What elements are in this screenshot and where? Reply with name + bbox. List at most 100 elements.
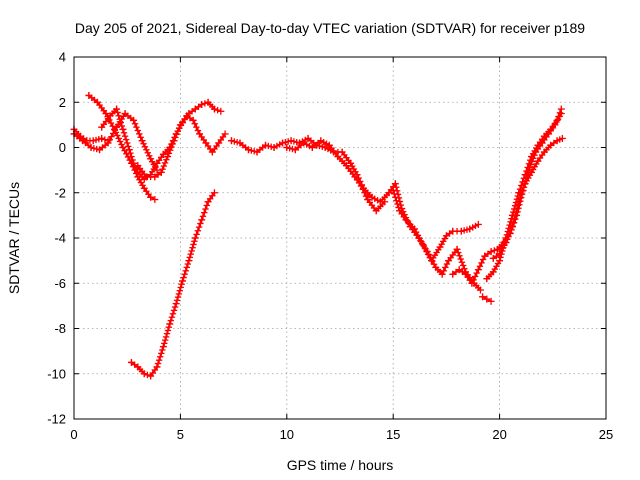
data-point — [432, 263, 440, 271]
data-point — [153, 159, 161, 167]
data-point — [364, 196, 372, 204]
series-track-5 — [134, 112, 229, 181]
data-point — [142, 173, 150, 181]
data-point — [121, 110, 129, 118]
data-point — [508, 223, 516, 231]
data-point — [183, 112, 191, 120]
data-point — [553, 116, 561, 124]
data-point — [534, 141, 542, 149]
y-tick-label: -10 — [47, 366, 66, 381]
data-point — [202, 139, 210, 147]
y-tick-label: -12 — [47, 412, 66, 427]
data-point — [502, 239, 510, 247]
data-point — [106, 112, 114, 120]
data-point — [487, 297, 495, 305]
data-point — [449, 227, 457, 235]
data-point — [381, 198, 389, 206]
data-point — [159, 150, 167, 158]
data-point — [558, 134, 566, 142]
data-point — [227, 137, 235, 145]
y-tick-label: 2 — [59, 95, 66, 110]
data-point — [119, 125, 127, 133]
data-point — [147, 193, 155, 201]
data-point — [449, 270, 457, 278]
data-point — [438, 270, 446, 278]
data-point — [474, 220, 482, 228]
x-tick-label: 15 — [386, 427, 400, 442]
data-point — [308, 144, 316, 151]
series-trace — [137, 115, 226, 178]
data-point — [170, 137, 178, 145]
data-point — [89, 137, 97, 145]
x-tick-label: 10 — [280, 427, 294, 442]
data-point — [102, 110, 110, 118]
data-point — [396, 207, 404, 215]
data-point — [196, 130, 204, 138]
data-point — [204, 98, 212, 106]
data-point — [287, 137, 295, 145]
data-point — [157, 168, 165, 176]
data-point — [442, 232, 450, 240]
data-point — [198, 216, 206, 224]
data-point — [351, 173, 359, 181]
data-point — [125, 146, 133, 154]
data-point — [540, 132, 548, 140]
data-point — [493, 245, 501, 253]
data-point — [496, 250, 504, 258]
data-point — [483, 295, 491, 303]
data-point — [385, 189, 393, 197]
x-tick-label: 5 — [177, 427, 184, 442]
data-point — [476, 286, 484, 294]
data-point — [462, 270, 470, 278]
x-tick-label: 20 — [492, 427, 506, 442]
data-point — [159, 343, 167, 351]
y-tick-label: -8 — [54, 321, 66, 336]
data-point — [357, 182, 365, 190]
data-point — [391, 180, 399, 188]
data-point — [147, 372, 155, 380]
data-point — [419, 241, 427, 249]
y-tick-label: 4 — [59, 50, 66, 65]
data-point — [368, 193, 376, 201]
data-point — [453, 245, 461, 253]
data-point — [185, 257, 193, 265]
data-point — [236, 139, 244, 147]
data-point — [528, 153, 536, 161]
series-track-13 — [479, 293, 495, 305]
data-point — [253, 148, 261, 156]
data-point — [270, 144, 278, 151]
data-point — [455, 266, 463, 274]
data-point — [291, 146, 299, 154]
data-point — [474, 266, 482, 274]
data-point — [140, 184, 148, 192]
data-point — [166, 320, 174, 328]
data-point — [134, 162, 142, 170]
data-point — [496, 257, 504, 265]
data-point — [134, 363, 142, 371]
data-point — [198, 101, 206, 109]
data-point — [98, 134, 106, 142]
x-tick-label: 25 — [599, 427, 613, 442]
data-point — [342, 162, 350, 170]
data-point — [325, 141, 333, 149]
data-point — [93, 98, 101, 106]
data-point — [334, 153, 342, 161]
data-point — [176, 121, 184, 129]
data-point — [221, 130, 229, 138]
data-point — [436, 243, 444, 251]
x-tick-label: 0 — [70, 427, 77, 442]
data-point — [113, 105, 121, 113]
data-point — [489, 254, 497, 262]
grid-lines — [74, 57, 606, 419]
data-point — [515, 198, 523, 206]
data-point — [153, 363, 161, 371]
data-point — [204, 198, 212, 206]
data-point — [279, 139, 287, 147]
data-point — [210, 189, 218, 197]
data-point — [140, 370, 148, 378]
data-point — [521, 180, 529, 188]
data-point — [317, 137, 325, 145]
data-point — [338, 148, 346, 156]
data-point — [210, 105, 218, 113]
series-track-2 — [70, 110, 161, 174]
